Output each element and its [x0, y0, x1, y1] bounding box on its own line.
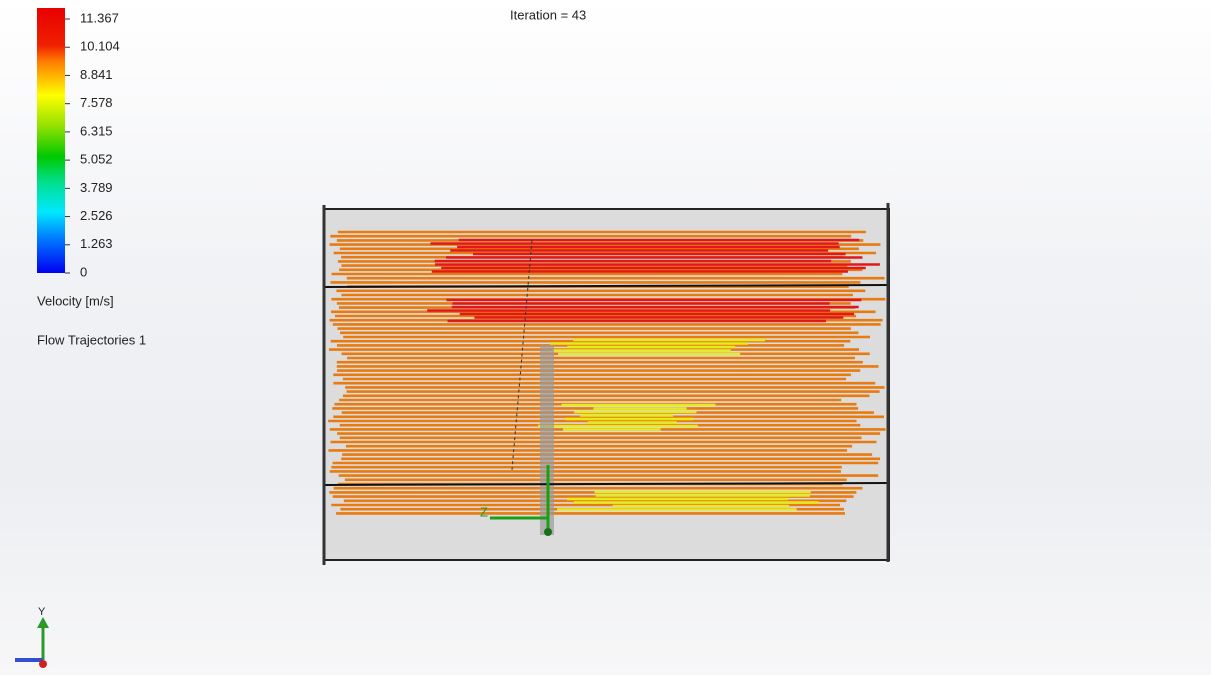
scene: 11.367 10.104 8.841 7.578 6.315 5.052 3.789 2.5… [0, 0, 1211, 675]
legend-tick-label: 10.104 [80, 39, 120, 54]
triad-label: Y [38, 606, 46, 618]
legend-plot-name: Flow Trajectories 1 [37, 332, 146, 347]
iteration-label: Iteration = 43 [510, 7, 586, 22]
legend-tick-label: 8.841 [80, 67, 113, 82]
viewport: 11.367 10.104 8.841 7.578 6.315 5.052 3.789 2.5… [0, 0, 1211, 675]
triad-origin [39, 660, 47, 668]
legend-tick-label: 0 [80, 264, 87, 279]
legend-tick-label: 7.578 [80, 95, 113, 110]
legend-tick-label: 5.052 [80, 152, 113, 167]
arrow [37, 617, 49, 628]
legend-quantity: Velocity [m/s] [37, 293, 114, 308]
model [324, 203, 889, 565]
triad-label: Z [480, 504, 488, 519]
legend-tick-label: 3.789 [80, 180, 113, 195]
legend-tick-label: 11.367 [80, 10, 119, 25]
view-triad: Y [15, 606, 49, 668]
legend-tick-label: 6.315 [80, 123, 113, 138]
triad-origin [544, 528, 552, 536]
color-bar [37, 8, 65, 273]
legend-tick-label: 2.526 [80, 208, 113, 223]
legend-tick-label: 1.263 [80, 236, 113, 251]
